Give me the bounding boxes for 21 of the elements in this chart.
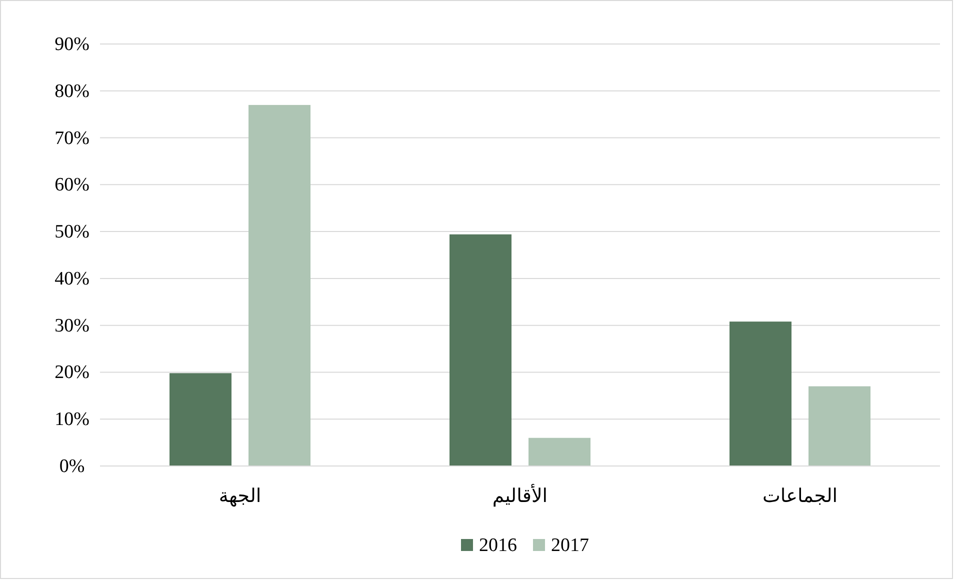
y-tick-label: 30%: [54, 315, 90, 336]
legend-label: 2017: [551, 535, 589, 556]
bar: [450, 234, 512, 466]
bar: [808, 386, 870, 466]
bar: [170, 373, 232, 466]
y-tick-label: 20%: [54, 362, 90, 384]
bar: [248, 104, 310, 466]
bar: [730, 322, 792, 466]
y-tick-label: 50%: [54, 222, 90, 243]
y-tick-label: 60%: [54, 174, 90, 196]
y-tick-label: 10%: [54, 409, 90, 430]
x-tick-label: الجماعات: [762, 486, 838, 507]
y-tick-label: 70%: [54, 128, 90, 149]
y-tick-label: 0%: [59, 456, 85, 477]
x-tick-label: الأقاليم: [492, 483, 548, 507]
y-tick-label: 80%: [54, 80, 90, 102]
bar: [528, 438, 590, 466]
y-tick-label: 90%: [54, 34, 90, 55]
x-tick-label: الجهة: [218, 486, 262, 507]
y-tick-label: 40%: [54, 268, 90, 290]
legend-label: 2016: [479, 535, 517, 556]
